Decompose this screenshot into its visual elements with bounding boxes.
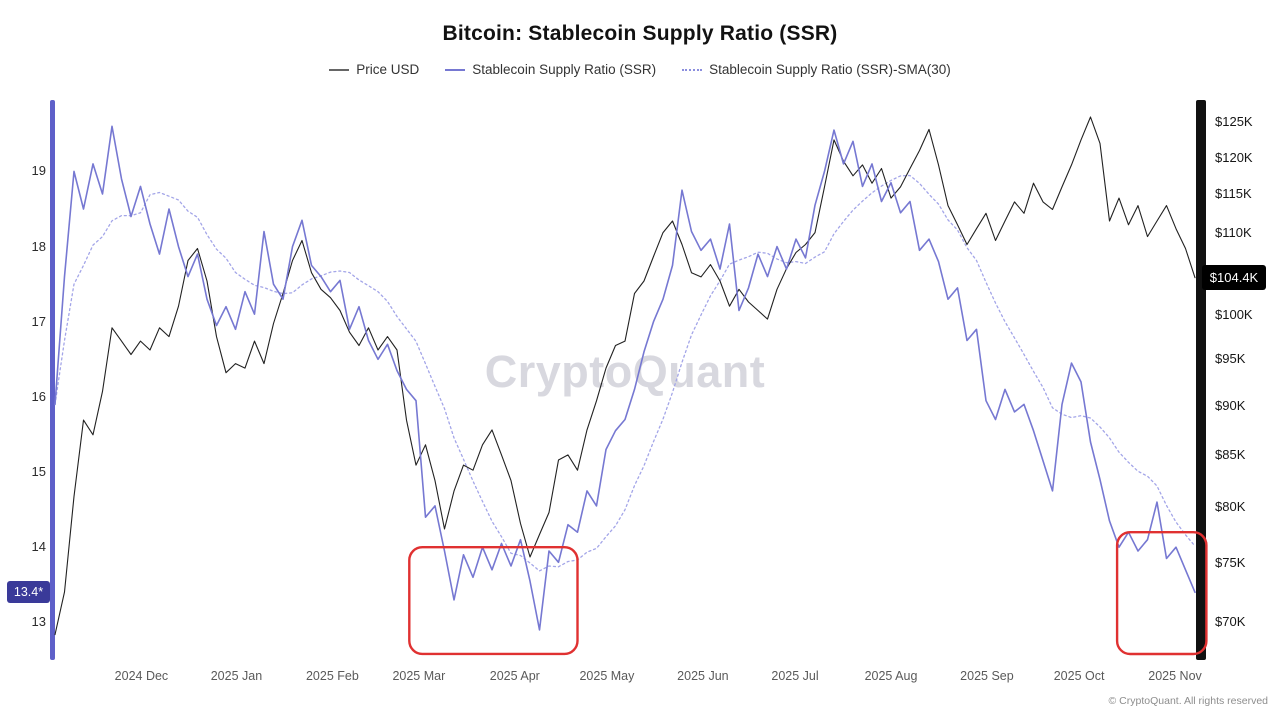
right-axis-tick-95: $95K bbox=[1215, 351, 1246, 366]
x-axis-label: 2025 Oct bbox=[1053, 669, 1105, 683]
right-axis-tick-75: $75K bbox=[1215, 554, 1246, 570]
right-axis-tick-100: $100K bbox=[1215, 306, 1253, 322]
x-axis-label: 2025 Apr bbox=[489, 669, 540, 683]
right-axis-tick-125: $125K bbox=[1215, 114, 1253, 130]
highlight-annotation-2 bbox=[1115, 531, 1208, 656]
plot-region: CryptoQuant 13.4* $104.4K 13 14 15 16 17 18 19… bbox=[7, 100, 1266, 683]
highlight-annotation-1 bbox=[408, 546, 579, 656]
right-axis-tick-85: $85K bbox=[1215, 446, 1246, 462]
left-axis-tick-13: 13 bbox=[31, 614, 46, 630]
x-axis-label: 2025 Sep bbox=[960, 669, 1014, 683]
ssr-last-value-badge: 13.4* bbox=[7, 581, 50, 604]
legend-line-swatch bbox=[682, 68, 703, 71]
legend-label: Stablecoin Supply Ratio (SSR)-SMA(30) bbox=[709, 62, 951, 77]
right-axis-tick-120: $120K bbox=[1215, 149, 1253, 165]
x-axis-label: 2025 Aug bbox=[864, 669, 918, 683]
left-axis-tick-18: 18 bbox=[31, 238, 46, 254]
watermark: CryptoQuant bbox=[485, 346, 766, 398]
legend-item-price-usd[interactable]: Price USD bbox=[329, 62, 419, 77]
chart-legend: Price USD Stablecoin Supply Ratio (SSR) St… bbox=[0, 62, 1280, 77]
x-axis-label: 2025 Jul bbox=[771, 669, 819, 683]
legend-line-swatch bbox=[329, 68, 350, 71]
legend-line-swatch bbox=[445, 68, 466, 71]
ssr-sma-line bbox=[54, 174, 1196, 572]
x-axis-label: 2025 Mar bbox=[392, 669, 446, 683]
right-axis-bar bbox=[1196, 100, 1206, 660]
x-axis-label: 2025 Nov bbox=[1148, 669, 1202, 683]
x-axis-label: 2025 Jun bbox=[677, 669, 729, 683]
watermark-text: CryptoQuant bbox=[484, 346, 766, 397]
legend-label: Price USD bbox=[356, 62, 420, 77]
right-axis-tick-80: $80K bbox=[1215, 499, 1246, 515]
right-axis-tick-115: $115K bbox=[1215, 186, 1252, 202]
price-last-value-badge: $104.4K bbox=[1202, 264, 1266, 290]
left-axis-bar bbox=[50, 100, 55, 660]
ssr-line bbox=[54, 125, 1196, 631]
legend-item-ssr-sma30[interactable]: Stablecoin Supply Ratio (SSR)-SMA(30) bbox=[682, 62, 951, 77]
x-axis-label: 2025 May bbox=[579, 669, 635, 683]
legend-label: Stablecoin Supply Ratio (SSR) bbox=[472, 62, 657, 77]
left-axis-tick-16: 16 bbox=[31, 388, 46, 404]
left-axis-tick-17: 17 bbox=[31, 313, 46, 329]
chart-title: Bitcoin: Stablecoin Supply Ratio (SSR) bbox=[442, 22, 838, 45]
right-axis-tick-110: $110K bbox=[1215, 224, 1252, 240]
left-axis-tick-15: 15 bbox=[31, 464, 46, 480]
price-usd-line bbox=[54, 116, 1196, 636]
x-axis-label: 2024 Dec bbox=[114, 669, 169, 683]
chart-canvas[interactable] bbox=[54, 100, 1208, 660]
left-axis-tick-14: 14 bbox=[31, 539, 46, 555]
right-axis-tick-90: $90K bbox=[1215, 397, 1246, 413]
x-axis-label: 2025 Feb bbox=[305, 669, 359, 683]
legend-item-ssr[interactable]: Stablecoin Supply Ratio (SSR) bbox=[445, 62, 656, 77]
x-axis-label: 2025 Jan bbox=[210, 669, 263, 683]
left-axis-tick-19: 19 bbox=[31, 163, 46, 179]
copyright: © CryptoQuant. All rights reserved bbox=[1108, 695, 1268, 707]
right-axis-tick-70: $70K bbox=[1215, 614, 1246, 630]
